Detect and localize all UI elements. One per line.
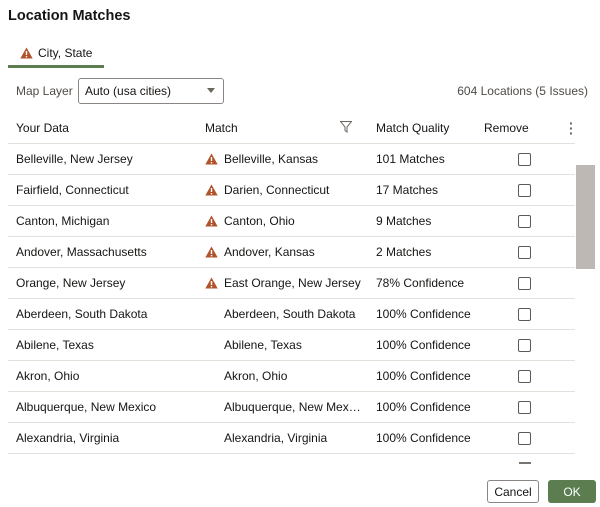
match-text: Belleville, Kansas: [224, 152, 319, 166]
match-text: Darien, Connecticut: [224, 183, 330, 197]
match-text: East Orange, New Jersey: [224, 276, 361, 290]
table-row: Alexandria, Virginia Alexandria, Virgini…: [8, 423, 575, 454]
table-row: Akron, Ohio Akron, Ohio 100% Confidence: [8, 361, 575, 392]
match-quality-cell: 101 Matches: [376, 152, 445, 166]
match-text: Albuquerque, New Mexico: [224, 400, 361, 414]
remove-checkbox[interactable]: [518, 214, 531, 228]
match-quality-cell: 100% Confidence: [376, 431, 471, 445]
remove-checkbox[interactable]: [518, 307, 531, 321]
match-quality-cell: 2 Matches: [376, 245, 432, 259]
table-row: Albuquerque, New Mexico Albuquerque, New…: [8, 392, 575, 423]
filter-icon[interactable]: [339, 121, 353, 136]
match-quality-cell: 17 Matches: [376, 183, 439, 197]
col-match[interactable]: Match: [205, 121, 238, 135]
match-text: Canton, Ohio: [224, 214, 295, 228]
your-data-cell: Belleville, New Jersey: [16, 152, 133, 166]
locations-summary: 604 Locations (5 Issues): [457, 84, 588, 98]
remove-checkbox[interactable]: [518, 338, 531, 352]
remove-checkbox[interactable]: [518, 276, 531, 290]
table-row: Belleville, New Jersey Belleville, Kansa…: [8, 144, 575, 175]
match-text: Akron, Ohio: [224, 369, 288, 383]
your-data-cell: Andover, Massachusetts: [16, 245, 147, 259]
remove-checkbox[interactable]: [518, 245, 531, 259]
match-quality-cell: 100% Confidence: [376, 369, 471, 383]
map-layer-label: Map Layer: [16, 84, 73, 98]
match-text: Abilene, Texas: [224, 338, 302, 352]
warning-icon: [205, 184, 218, 196]
dialog-title: Location Matches: [8, 8, 131, 24]
tab-city-state[interactable]: City, State: [8, 40, 104, 68]
tab-label: City, State: [38, 45, 93, 60]
match-cell[interactable]: East Orange, New Jersey: [205, 276, 361, 290]
table-row: Orange, New Jersey East Orange, New Jers…: [8, 268, 575, 299]
cancel-button[interactable]: Cancel: [487, 480, 539, 503]
scrollbar-thumb[interactable]: [576, 165, 595, 269]
your-data-cell: Albuquerque, New Mexico: [16, 400, 157, 414]
match-cell[interactable]: Canton, Ohio: [205, 214, 295, 228]
remove-checkbox[interactable]: [518, 183, 531, 197]
more-options-icon[interactable]: · · ·: [569, 115, 574, 141]
col-your-data[interactable]: Your Data: [16, 121, 69, 135]
table-row: Abilene, Texas Abilene, Texas 100% Confi…: [8, 330, 575, 361]
table-row: Fairfield, Connecticut Darien, Connectic…: [8, 175, 575, 206]
col-match-label: Match: [205, 121, 238, 135]
col-remove[interactable]: Remove: [484, 121, 529, 135]
warning-icon: [205, 246, 218, 258]
match-cell[interactable]: Belleville, Kansas: [205, 152, 318, 166]
match-quality-cell: 100% Confidence: [376, 338, 471, 352]
your-data-cell: Akron, Ohio: [16, 369, 80, 383]
remove-checkbox[interactable]: [518, 152, 531, 166]
remove-checkbox[interactable]: [518, 431, 531, 445]
your-data-cell: Canton, Michigan: [16, 214, 110, 228]
your-data-cell: Abilene, Texas: [16, 338, 94, 352]
warning-icon: [205, 153, 218, 165]
table-row: Andover, Massachusetts Andover, Kansas 2…: [8, 237, 575, 268]
map-layer-select[interactable]: Auto (usa cities): [78, 78, 224, 104]
warning-icon: [205, 277, 218, 289]
table-row: Aberdeen, South Dakota Aberdeen, South D…: [8, 299, 575, 330]
ok-button[interactable]: OK: [548, 480, 596, 503]
match-quality-cell: 9 Matches: [376, 214, 432, 228]
table-header: Your Data Match Match Quality Remove · · ·: [8, 113, 575, 144]
your-data-cell: Aberdeen, South Dakota: [16, 307, 148, 321]
chevron-down-icon: [207, 88, 215, 93]
match-quality-cell: 100% Confidence: [376, 307, 471, 321]
match-cell[interactable]: Andover, Kansas: [205, 245, 315, 259]
remove-checkbox[interactable]: [518, 400, 531, 414]
match-text: Andover, Kansas: [224, 245, 315, 259]
map-layer-value: Auto (usa cities): [85, 84, 172, 98]
match-cell[interactable]: Darien, Connecticut: [205, 183, 329, 197]
match-text: Aberdeen, South Dakota: [224, 307, 356, 321]
your-data-cell: Fairfield, Connecticut: [16, 183, 129, 197]
match-quality-cell: 100% Confidence: [376, 400, 471, 414]
warning-icon: [20, 47, 33, 59]
col-match-quality[interactable]: Match Quality: [376, 121, 450, 135]
remove-checkbox[interactable]: [518, 369, 531, 383]
your-data-cell: Orange, New Jersey: [16, 276, 126, 290]
match-quality-cell: 78% Confidence: [376, 276, 465, 290]
your-data-cell: Alexandria, Virginia: [16, 431, 120, 445]
table-row: Canton, Michigan Canton, Ohio 9 Matches: [8, 206, 575, 237]
matches-table: Your Data Match Match Quality Remove · · ·…: [8, 113, 575, 454]
warning-icon: [205, 215, 218, 227]
match-text: Alexandria, Virginia: [224, 431, 328, 445]
next-row-checkbox-partial: [519, 462, 531, 464]
